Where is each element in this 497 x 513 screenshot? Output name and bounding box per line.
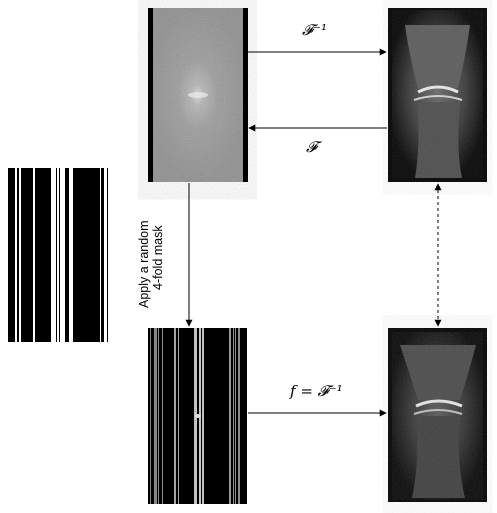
mask-label-line1: Apply a random: [137, 220, 151, 308]
stripe: [178, 328, 179, 504]
inverse-fourier-label: 𝓕⁻¹: [302, 21, 327, 39]
stripe: [104, 168, 107, 342]
masked-kspace-panel: [148, 328, 247, 504]
mask-label-line2: 4-fold mask: [151, 225, 165, 290]
stripe: [60, 168, 63, 342]
stripe: [233, 328, 234, 504]
stripe: [53, 168, 55, 342]
stripe: [162, 328, 163, 504]
masked-inverse-label: f = 𝓕⁻¹: [289, 382, 343, 400]
forward-fourier-label: 𝓕: [306, 138, 323, 156]
stripe: [158, 328, 159, 504]
mask-label: Apply a random 4-fold mask: [137, 220, 165, 308]
knee-mri-aliased-panel: [388, 328, 487, 502]
stripe: [57, 168, 59, 342]
mask-stripes: [15, 168, 107, 342]
stripe: [69, 168, 71, 342]
stripe: [19, 168, 21, 342]
stripe: [55, 168, 56, 342]
undersampling-mask: [8, 168, 108, 342]
stripe: [150, 328, 151, 504]
stripe: [71, 168, 73, 342]
knee-mri-full-panel: [388, 8, 487, 182]
stripe: [229, 328, 231, 504]
stripe: [63, 168, 65, 342]
stripe: [33, 168, 35, 342]
stripe: [238, 328, 240, 504]
stripe: [174, 328, 176, 504]
stripe: [15, 168, 17, 342]
stripe: [51, 168, 53, 342]
stripe: [202, 328, 204, 504]
stripe: [100, 168, 101, 342]
stripe: [235, 328, 236, 504]
stripe: [154, 328, 157, 504]
full-kspace-panel: [148, 8, 248, 182]
